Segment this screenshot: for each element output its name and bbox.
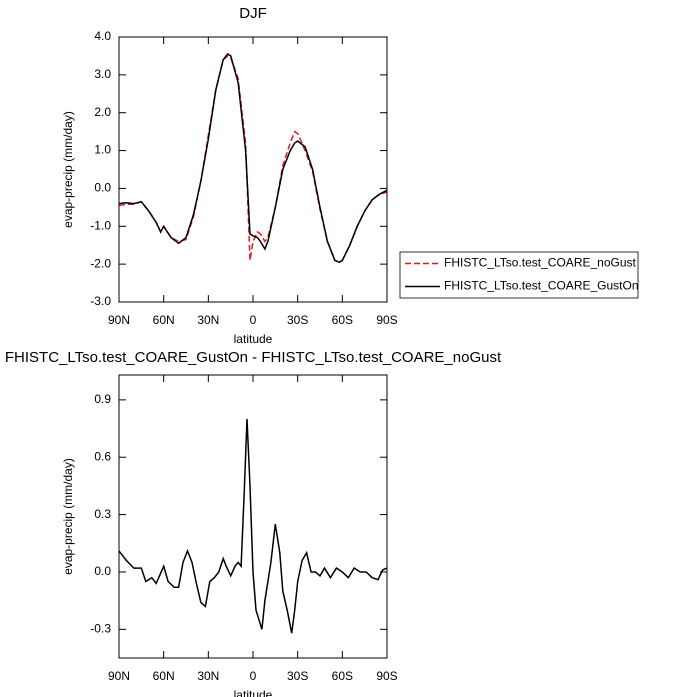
x-tick-label: 30N bbox=[197, 669, 219, 683]
data-line bbox=[118, 54, 388, 264]
y-tick-label: 4.0 bbox=[94, 29, 111, 43]
y-tick-label: -3.0 bbox=[90, 294, 111, 308]
y-tick-label: 0.0 bbox=[94, 564, 111, 578]
x-tick-label: 60S bbox=[332, 669, 353, 683]
x-tick-label: 0 bbox=[250, 669, 257, 683]
plot-frame bbox=[118, 374, 388, 659]
x-tick-label: 90S bbox=[376, 669, 397, 683]
x-tick-label: 60N bbox=[153, 313, 175, 327]
x-axis-label: latitude bbox=[234, 332, 273, 346]
y-tick-label: -0.3 bbox=[90, 621, 111, 635]
y-tick-label: -1.0 bbox=[90, 218, 111, 232]
legend-label: FHISTC_LTso.test_COARE_GustOn bbox=[444, 279, 639, 293]
x-tick-label: 90N bbox=[108, 313, 130, 327]
data-line bbox=[118, 53, 388, 264]
y-tick-label: 0.9 bbox=[94, 392, 111, 406]
x-tick-label: 30S bbox=[287, 669, 308, 683]
y-tick-label: 0.3 bbox=[94, 507, 111, 521]
y-tick-label: 0.6 bbox=[94, 449, 111, 463]
x-tick-label: 30S bbox=[287, 313, 308, 327]
x-axis-label: latitude bbox=[234, 688, 273, 697]
y-axis-label: evap-precip (mm/day) bbox=[61, 111, 75, 228]
x-tick-label: 60N bbox=[153, 669, 175, 683]
y-tick-label: 0.0 bbox=[94, 181, 111, 195]
plot-frame bbox=[118, 36, 388, 303]
y-axis-label: evap-precip (mm/day) bbox=[61, 458, 75, 575]
legend-box bbox=[399, 251, 639, 299]
y-tick-label: -2.0 bbox=[90, 256, 111, 270]
y-tick-label: 2.0 bbox=[94, 105, 111, 119]
x-tick-label: 90S bbox=[376, 313, 397, 327]
x-tick-label: 0 bbox=[250, 313, 257, 327]
chart-title: DJF bbox=[239, 5, 267, 22]
x-tick-label: 30N bbox=[197, 313, 219, 327]
x-tick-label: 60S bbox=[332, 313, 353, 327]
data-line bbox=[118, 418, 388, 634]
y-tick-label: 1.0 bbox=[94, 143, 111, 157]
chart-title: FHISTC_LTso.test_COARE_GustOn - FHISTC_L… bbox=[5, 349, 502, 366]
x-tick-label: 90N bbox=[108, 669, 130, 683]
legend-label: FHISTC_LTso.test_COARE_noGust bbox=[444, 256, 637, 270]
y-tick-label: 3.0 bbox=[94, 67, 111, 81]
